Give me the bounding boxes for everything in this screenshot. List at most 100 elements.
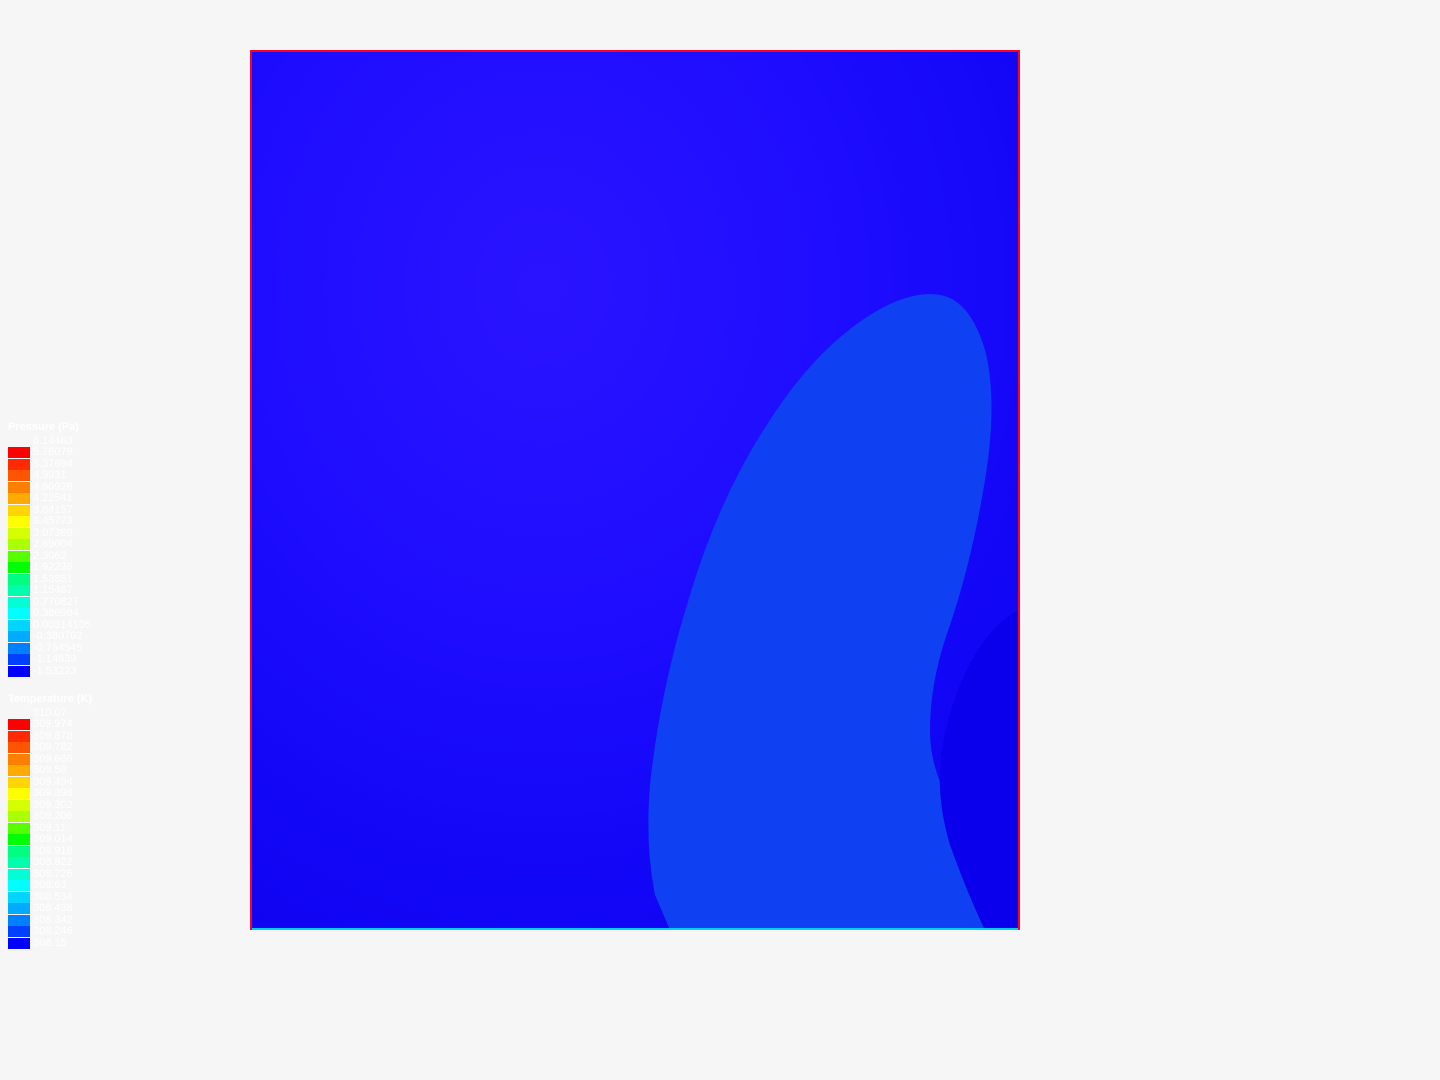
- legend-temperature-label: 308.246: [33, 926, 73, 937]
- legend-temperature-swatch: [8, 719, 30, 730]
- legend-temperature-row: 309.782: [8, 742, 92, 754]
- legend-pressure-label: -1.14839: [33, 654, 76, 665]
- legend-pressure-title: Pressure (Pa): [8, 422, 91, 433]
- legend-pressure-row: 1.92236: [8, 562, 91, 574]
- legend-pressure-swatch: [8, 470, 30, 481]
- legend-pressure-label: 3.07389: [33, 528, 73, 539]
- legend-temperature-label: 308.726: [33, 869, 73, 880]
- legend-temperature-label: 309.206: [33, 811, 73, 822]
- legend-pressure-row: 2.69004: [8, 539, 91, 551]
- legend-temperature-label: 308.918: [33, 846, 73, 857]
- legend-pressure-swatch: [8, 631, 30, 642]
- legend-pressure-swatch: [8, 654, 30, 665]
- legend-temperature-row: 309.974: [8, 719, 92, 731]
- legend-pressure-swatch: [8, 608, 30, 619]
- legend-temperature-swatch: [8, 846, 30, 857]
- legend-pressure-swatch: [8, 493, 30, 504]
- legend-pressure-swatch: [8, 551, 30, 562]
- legend-temperature-swatch: [8, 811, 30, 822]
- legend-pressure-label: 5.37694: [33, 459, 73, 470]
- legend-pressure: Pressure (Pa) 6.144635.760795.376944.993…: [8, 422, 91, 677]
- legend-pressure-label: 2.3062: [33, 551, 67, 562]
- legend-pressure-swatch: [8, 643, 30, 654]
- legend-temperature-swatch: [8, 915, 30, 926]
- legend-temperature-swatch: [8, 731, 30, 742]
- legend-pressure-label: -0.764545: [33, 643, 83, 654]
- legend-pressure-swatch: [8, 585, 30, 596]
- legend-temperature-row: 309.398: [8, 788, 92, 800]
- legend-pressure-swatch: [8, 597, 30, 608]
- legend-temperature-swatch: [8, 742, 30, 753]
- legend-temperature-row: 308.63: [8, 880, 92, 892]
- legend-temperature-label: 309.014: [33, 834, 73, 845]
- legend-pressure-swatch: [8, 516, 30, 527]
- legend-temperature-swatch: [8, 926, 30, 937]
- legend-pressure-swatch: [8, 620, 30, 631]
- legend-pressure-label: 2.69004: [33, 539, 73, 550]
- legend-temperature-label: 308.342: [33, 915, 73, 926]
- legend-pressure-label: 0.770827: [33, 597, 79, 608]
- legend-pressure-label: 0.386984: [33, 608, 79, 619]
- legend-temperature-row: 309.59: [8, 765, 92, 777]
- legend-temperature-label: 309.782: [33, 742, 73, 753]
- legend-pressure-swatch: [8, 562, 30, 573]
- legend-pressure-swatch: [8, 666, 30, 677]
- legend-temperature-swatch: [8, 754, 30, 765]
- legend-pressure-label: 4.60926: [33, 482, 73, 493]
- legend-pressure-row: -1.53223: [8, 666, 91, 678]
- legend-pressure-swatch: [8, 574, 30, 585]
- simulation-plot: [250, 50, 1020, 930]
- legend-pressure-label: 1.15467: [33, 585, 73, 596]
- legend-temperature-label: 308.15: [33, 938, 67, 949]
- legend-temperature-row: 308.438: [8, 903, 92, 915]
- legend-temperature-swatch: [8, 834, 30, 845]
- legend-temperature-label: 308.822: [33, 857, 73, 868]
- legend-pressure-swatch: [8, 459, 30, 470]
- legend-pressure-row: 1.15467: [8, 585, 91, 597]
- legend-pressure-label: 5.76079: [33, 447, 73, 458]
- legend-temperature-row: 308.15: [8, 938, 92, 950]
- legend-pressure-label: 3.84157: [33, 505, 73, 516]
- legend-temperature-label: 309.974: [33, 719, 73, 730]
- legend-pressure-row: -1.14839: [8, 654, 91, 666]
- legend-temperature-swatch: [8, 938, 30, 949]
- legend-temperature-label: 308.534: [33, 892, 73, 903]
- legend-temperature-label: 309.59: [33, 765, 67, 776]
- legend-temperature-swatch: [8, 788, 30, 799]
- legend-temperature-swatch: [8, 880, 30, 891]
- legend-pressure-row: -0.380702: [8, 631, 91, 643]
- legend-temperature-swatch: [8, 765, 30, 776]
- legend-temperature-title: Temperature (K): [8, 694, 92, 705]
- legend-pressure-label: 1.53851: [33, 574, 73, 585]
- legend-temperature-label: 309.494: [33, 777, 73, 788]
- legend-pressure-label: 4.22541: [33, 493, 73, 504]
- legend-temperature-row: 309.014: [8, 834, 92, 846]
- legend-pressure-swatch: [8, 528, 30, 539]
- legend-temperature-swatch: [8, 777, 30, 788]
- legend-temperature-swatch: [8, 903, 30, 914]
- legend-pressure-swatch: [8, 482, 30, 493]
- legend-pressure-row: 4.9931: [8, 470, 91, 482]
- legend-pressure-label: 4.9931: [33, 470, 67, 481]
- legend-pressure-label: 0.00314105: [33, 620, 91, 631]
- legend-pressure-row: 3.45773: [8, 516, 91, 528]
- legend-temperature: Temperature (K) 310.07309.974309.878309.…: [8, 694, 92, 949]
- legend-temperature-row: 309.206: [8, 811, 92, 823]
- legend-temperature-label: 309.302: [33, 800, 73, 811]
- legend-pressure-swatch: [8, 447, 30, 458]
- legend-temperature-swatch: [8, 869, 30, 880]
- legend-temperature-row: 308.822: [8, 857, 92, 869]
- legend-temperature-label: 308.438: [33, 903, 73, 914]
- legend-pressure-label: 1.92236: [33, 562, 73, 573]
- legend-temperature-label: 309.686: [33, 754, 73, 765]
- legend-pressure-label: -1.53223: [33, 666, 76, 677]
- legend-pressure-row: 0.386984: [8, 608, 91, 620]
- legend-temperature-label: 309.11: [33, 823, 66, 834]
- legend-temperature-label: 309.878: [33, 731, 73, 742]
- legend-temperature-swatch: [8, 857, 30, 868]
- legend-temperature-swatch: [8, 800, 30, 811]
- legend-pressure-label: -0.380702: [33, 631, 83, 642]
- legend-temperature-row: 308.246: [8, 926, 92, 938]
- legend-temperature-swatch: [8, 823, 30, 834]
- legend-pressure-label: 3.45773: [33, 516, 73, 527]
